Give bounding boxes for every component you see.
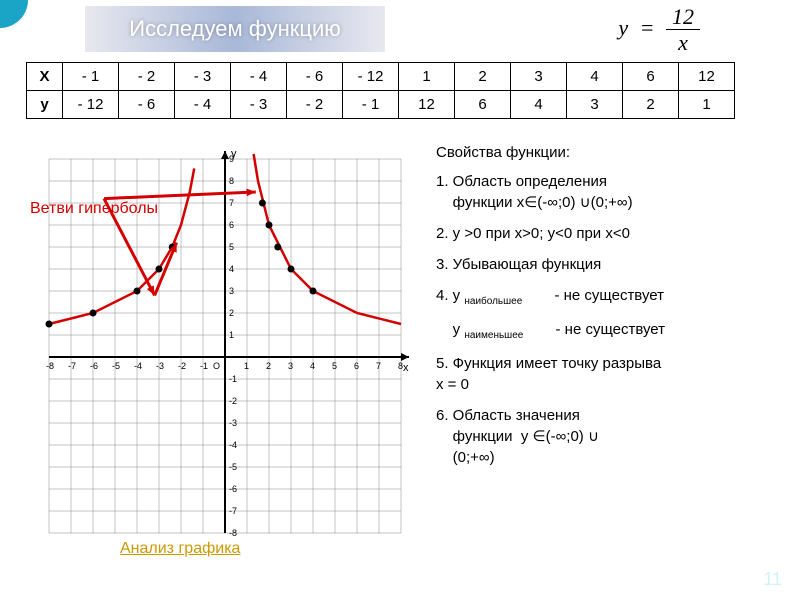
table-header-x: X — [27, 63, 63, 91]
svg-text:4: 4 — [310, 361, 315, 371]
corner-decoration — [0, 0, 28, 28]
svg-text:-7: -7 — [68, 361, 76, 371]
svg-text:3: 3 — [288, 361, 293, 371]
table-cell: - 1 — [63, 63, 119, 91]
svg-text:8: 8 — [229, 176, 234, 186]
table-cell: 2 — [455, 63, 511, 91]
prop-1a: 1. Область определения — [436, 173, 607, 190]
table-cell: 2 — [623, 91, 679, 119]
svg-text:-2: -2 — [178, 361, 186, 371]
svg-text:-6: -6 — [229, 484, 237, 494]
svg-text:-2: -2 — [229, 396, 237, 406]
formula-lhs: y — [618, 15, 628, 40]
svg-text:6: 6 — [229, 220, 234, 230]
prop-6c: (0;+∞) — [436, 449, 495, 466]
table-cell: 1 — [679, 91, 735, 119]
table-cell: - 3 — [231, 91, 287, 119]
svg-text:-1: -1 — [200, 361, 208, 371]
svg-text:1: 1 — [244, 361, 249, 371]
table-cell: - 2 — [119, 63, 175, 91]
svg-text:1: 1 — [229, 330, 234, 340]
svg-text:2: 2 — [266, 361, 271, 371]
prop-6a: 6. Область значения — [436, 407, 580, 424]
svg-text:3: 3 — [229, 286, 234, 296]
formula-den: x — [672, 30, 694, 55]
formula-num: 12 — [666, 4, 700, 30]
table-cell: 1 — [399, 63, 455, 91]
prop-3: 3. Убывающая функция — [436, 254, 788, 275]
svg-text:-3: -3 — [156, 361, 164, 371]
table-cell: - 1 — [343, 91, 399, 119]
table-cell: 6 — [623, 63, 679, 91]
table-cell: 6 — [455, 91, 511, 119]
page-number: 11 — [763, 569, 782, 590]
prop-1b: функции x∈(-∞;0) ∪(0;+∞) — [436, 194, 633, 211]
table-cell: 3 — [567, 91, 623, 119]
table-cell: - 4 — [231, 63, 287, 91]
title-text: Исследуем функцию — [129, 16, 340, 42]
prop-4b-sub: наименьшее — [464, 330, 523, 341]
svg-text:4: 4 — [229, 264, 234, 274]
svg-text:2: 2 — [229, 308, 234, 318]
table-cell: 4 — [511, 91, 567, 119]
prop-4a-sub: наибольшее — [464, 296, 522, 307]
svg-text:7: 7 — [229, 198, 234, 208]
svg-text:6: 6 — [354, 361, 359, 371]
prop-4a: 4. у — [436, 287, 460, 304]
svg-text:-6: -6 — [90, 361, 98, 371]
svg-text:у: у — [231, 148, 237, 160]
table-cell: 12 — [679, 63, 735, 91]
table-cell: 3 — [511, 63, 567, 91]
analysis-label[interactable]: Анализ графика — [120, 540, 240, 558]
table-cell: - 2 — [287, 91, 343, 119]
value-table: X- 1- 2- 3- 4- 6- 121234612 у- 12- 6- 4-… — [26, 62, 735, 119]
svg-text:-3: -3 — [229, 418, 237, 428]
svg-text:-8: -8 — [229, 528, 237, 538]
formula-eq: = — [634, 15, 661, 40]
prop-2: 2. у >0 при х>0; у<0 при х<0 — [436, 223, 788, 244]
table-cell: - 12 — [343, 63, 399, 91]
table-header-y: у — [27, 91, 63, 119]
prop-4b: у — [436, 321, 460, 338]
svg-text:-4: -4 — [229, 440, 237, 450]
table-cell: 4 — [567, 63, 623, 91]
svg-text:х: х — [403, 362, 409, 374]
table-cell: - 6 — [287, 63, 343, 91]
svg-text:-4: -4 — [134, 361, 142, 371]
svg-text:О: О — [213, 361, 220, 371]
svg-text:5: 5 — [332, 361, 337, 371]
title-banner: Исследуем функцию — [85, 6, 385, 52]
table-cell: - 3 — [175, 63, 231, 91]
table-cell: 12 — [399, 91, 455, 119]
prop-4b-tail: - не существует — [556, 321, 666, 338]
props-heading: Свойства функции: — [436, 142, 788, 163]
table-cell: - 12 — [63, 91, 119, 119]
prop-4a-tail: - не существует — [554, 287, 664, 304]
svg-text:-1: -1 — [229, 374, 237, 384]
table-cell: - 4 — [175, 91, 231, 119]
table-cell: - 6 — [119, 91, 175, 119]
svg-text:7: 7 — [376, 361, 381, 371]
svg-text:-5: -5 — [112, 361, 120, 371]
svg-text:-7: -7 — [229, 506, 237, 516]
prop-6b: функции у ∈(-∞;0) ∪ — [436, 428, 599, 445]
svg-text:-8: -8 — [46, 361, 54, 371]
svg-text:5: 5 — [229, 242, 234, 252]
prop-5b: х = 0 — [436, 376, 469, 393]
branches-label: Ветви гиперболы — [30, 200, 158, 218]
formula: y = 12 x — [618, 4, 700, 56]
prop-5a: 5. Функция имеет точку разрыва — [436, 355, 661, 372]
properties-block: Свойства функции: 1. Область определения… — [436, 142, 788, 478]
svg-text:-5: -5 — [229, 462, 237, 472]
